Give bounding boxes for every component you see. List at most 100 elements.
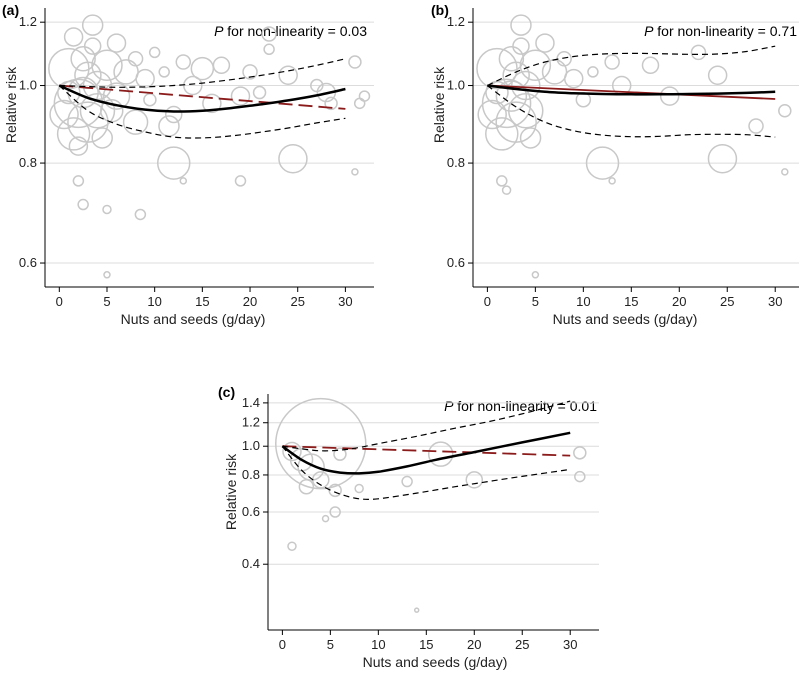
study-bubble bbox=[53, 78, 104, 129]
study-bubble bbox=[261, 26, 277, 42]
linear-trend-line bbox=[487, 84, 776, 100]
study-bubble bbox=[641, 56, 660, 75]
x-tick-label: 25 bbox=[720, 294, 734, 309]
study-bubble bbox=[158, 115, 180, 137]
ci-lower-line bbox=[58, 85, 346, 139]
study-bubble bbox=[113, 59, 139, 85]
study-bubble bbox=[690, 44, 707, 61]
y-tick-label: 0.8 bbox=[19, 155, 37, 170]
study-bubble bbox=[134, 208, 147, 221]
panel-a: (a) Relative risk Nuts and seeds (g/day)… bbox=[2, 2, 374, 327]
study-bubble bbox=[465, 471, 484, 489]
study-bubble bbox=[573, 446, 587, 460]
x-tick-label: 30 bbox=[563, 637, 577, 652]
study-bubble bbox=[77, 198, 89, 211]
x-axis-title: Nuts and seeds (g/day) bbox=[363, 654, 508, 670]
y-tick-label: 1.2 bbox=[447, 14, 465, 29]
study-bubble bbox=[354, 483, 364, 494]
study-bubble bbox=[102, 204, 112, 215]
x-tick-label: 30 bbox=[338, 294, 352, 309]
y-tick-label: 0.8 bbox=[242, 467, 260, 482]
x-tick-label: 5 bbox=[327, 637, 334, 652]
study-bubble bbox=[135, 68, 155, 89]
study-bubble bbox=[48, 47, 90, 90]
study-bubble bbox=[49, 99, 79, 130]
y-tick-label: 0.8 bbox=[447, 155, 465, 170]
study-bubble bbox=[103, 271, 111, 279]
study-bubble bbox=[351, 168, 359, 176]
x-tick-label: 10 bbox=[371, 637, 385, 652]
x-tick-label: 25 bbox=[515, 637, 529, 652]
x-tick-label: 15 bbox=[624, 294, 638, 309]
panel-label: (c) bbox=[218, 384, 235, 400]
p-value-text: for non-linearity = 0.03 bbox=[223, 23, 367, 39]
p-value-text: for non-linearity = 0.01 bbox=[453, 398, 597, 414]
ci-upper-line bbox=[59, 58, 346, 88]
p-value-text: for non-linearity = 0.71 bbox=[653, 23, 797, 39]
spline-curve bbox=[487, 84, 776, 96]
x-tick-label: 0 bbox=[484, 294, 491, 309]
x-tick-label: 20 bbox=[243, 294, 257, 309]
study-bubble bbox=[202, 93, 222, 114]
study-bubble bbox=[158, 66, 170, 78]
x-tick-label: 15 bbox=[195, 294, 209, 309]
study-bubble bbox=[563, 68, 584, 89]
y-axis-title: Relative risk bbox=[431, 66, 447, 143]
study-bubble bbox=[476, 47, 518, 90]
study-bubble bbox=[427, 441, 454, 467]
study-bubble bbox=[91, 49, 123, 82]
y-tick-label: 0.6 bbox=[19, 255, 37, 270]
study-bubble bbox=[252, 85, 267, 100]
linear-trend-line bbox=[59, 84, 346, 110]
study-bubble bbox=[67, 101, 109, 143]
study-bubble bbox=[348, 55, 362, 69]
study-bubble bbox=[481, 78, 532, 129]
study-bubble bbox=[106, 33, 127, 53]
y-tick-label: 0.4 bbox=[242, 556, 260, 571]
study-bubble bbox=[541, 59, 568, 85]
x-tick-label: 0 bbox=[56, 294, 63, 309]
x-tick-label: 5 bbox=[103, 294, 110, 309]
study-bubble bbox=[535, 33, 555, 53]
study-bubble bbox=[358, 90, 371, 102]
x-tick-label: 0 bbox=[279, 637, 286, 652]
study-bubble bbox=[659, 86, 680, 106]
study-bubble bbox=[164, 105, 183, 124]
panel-label: (b) bbox=[431, 2, 449, 18]
spline-curve bbox=[58, 84, 346, 113]
ci-upper-line bbox=[282, 400, 571, 452]
study-bubble bbox=[519, 49, 552, 82]
study-bubble bbox=[585, 146, 620, 180]
ci-upper-line bbox=[487, 45, 776, 87]
study-bubble bbox=[242, 64, 258, 80]
study-bubble bbox=[81, 14, 104, 36]
study-bubble bbox=[282, 441, 302, 462]
y-tick-label: 1.0 bbox=[19, 78, 37, 93]
panel-c: (c) Relative risk Nuts and seeds (g/day)… bbox=[218, 384, 599, 670]
study-bubble bbox=[183, 75, 203, 96]
study-bubble bbox=[234, 175, 247, 187]
study-bubble bbox=[328, 483, 342, 498]
study-bubble bbox=[127, 51, 144, 67]
y-tick-label: 1.0 bbox=[242, 438, 260, 453]
study-bubble bbox=[510, 14, 532, 36]
study-bubble bbox=[63, 27, 84, 47]
study-bubble bbox=[122, 109, 149, 135]
study-bubble bbox=[519, 127, 542, 149]
y-tick-label: 1.2 bbox=[242, 415, 260, 430]
study-bubble bbox=[495, 101, 537, 143]
p-symbol: P bbox=[644, 23, 654, 39]
study-bubble bbox=[608, 177, 616, 185]
study-bubble bbox=[574, 470, 586, 483]
study-bubble bbox=[748, 118, 764, 134]
y-tick-label: 0.6 bbox=[242, 504, 260, 519]
study-bubble bbox=[57, 80, 81, 105]
study-bubble bbox=[68, 136, 89, 156]
study-bubble bbox=[333, 447, 347, 461]
study-bubble bbox=[324, 96, 338, 111]
study-bubble bbox=[83, 37, 102, 55]
study-bubble bbox=[278, 65, 298, 86]
p-annotation: P for non-linearity = 0.71 bbox=[644, 23, 797, 39]
study-bubble bbox=[401, 475, 413, 488]
